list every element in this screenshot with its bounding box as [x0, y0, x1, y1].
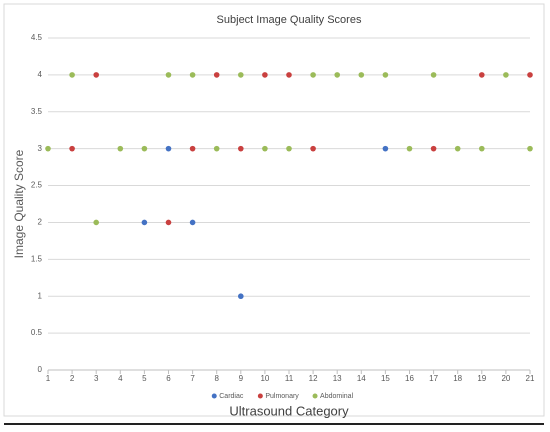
x-tick-label: 13 [333, 374, 342, 383]
point [527, 72, 533, 78]
point [503, 72, 509, 78]
y-axis-title: Image Quality Score [12, 149, 26, 258]
x-tick-label: 8 [214, 374, 219, 383]
x-tick-label: 3 [94, 374, 99, 383]
point [238, 72, 244, 78]
point [334, 72, 341, 78]
x-tick-label: 19 [477, 374, 486, 383]
legend-label: Pulmonary [265, 393, 299, 400]
point [238, 145, 244, 152]
legend-marker [312, 393, 318, 399]
y-tick-label: 0 [38, 365, 43, 374]
point [527, 145, 533, 152]
y-tick-label: 3.5 [31, 107, 43, 116]
point [479, 72, 485, 78]
x-tick-label: 14 [357, 374, 366, 383]
x-tick-label: 5 [142, 374, 147, 383]
point [454, 145, 461, 152]
point [93, 219, 99, 226]
y-tick-label: 4.5 [31, 33, 43, 42]
y-tick-label: 1 [38, 291, 43, 300]
point [165, 145, 172, 152]
x-tick-label: 18 [453, 374, 462, 383]
chart-border [3, 3, 545, 417]
x-tick-label: 16 [405, 374, 414, 383]
point [93, 72, 99, 78]
x-tick-label: 7 [190, 374, 195, 383]
point [69, 72, 75, 78]
point [238, 293, 244, 300]
x-tick-label: 21 [526, 374, 535, 383]
x-tick-label: 17 [429, 374, 438, 383]
point [213, 145, 220, 152]
point [286, 72, 292, 78]
point [358, 72, 365, 78]
point [141, 219, 148, 226]
x-tick-label: 6 [166, 374, 171, 383]
point [430, 72, 437, 78]
x-tick-label: 4 [118, 374, 123, 383]
x-tick-label: 9 [239, 374, 244, 383]
point [406, 145, 413, 152]
legend-marker [257, 393, 263, 399]
legend-label: Cardiac [219, 393, 244, 400]
legend-label: Abdominal [320, 393, 354, 400]
y-tick-label: 4 [38, 70, 43, 79]
point [141, 145, 148, 152]
y-tick-label: 0.5 [31, 328, 43, 337]
point [310, 145, 316, 152]
legend-marker [211, 393, 217, 399]
y-tick-label: 3 [38, 144, 43, 153]
y-tick-label: 2.5 [31, 181, 43, 190]
chart-title: Subject Image Quality Scores [217, 14, 362, 26]
point [310, 72, 316, 78]
point [45, 145, 51, 152]
x-tick-label: 11 [285, 374, 294, 383]
point [382, 72, 389, 78]
y-tick-label: 2 [38, 218, 43, 227]
point [262, 72, 268, 78]
x-tick-label: 1 [46, 374, 51, 383]
point [382, 145, 389, 152]
x-tick-label: 10 [260, 374, 269, 383]
point [69, 145, 75, 152]
point [286, 145, 292, 152]
point [189, 145, 196, 152]
x-tick-label: 12 [309, 374, 318, 383]
x-tick-label: 15 [381, 374, 390, 383]
point [213, 72, 220, 78]
point [430, 145, 437, 152]
point [117, 145, 124, 152]
point [189, 72, 196, 78]
x-tick-label: 20 [501, 374, 510, 383]
point [165, 219, 172, 226]
y-tick-label: 1.5 [31, 254, 43, 263]
point [262, 145, 268, 152]
point [479, 145, 485, 152]
point [165, 72, 172, 78]
x-tick-label: 2 [70, 374, 75, 383]
x-axis-title: Ultrasound Category [229, 403, 349, 418]
point [189, 219, 196, 226]
